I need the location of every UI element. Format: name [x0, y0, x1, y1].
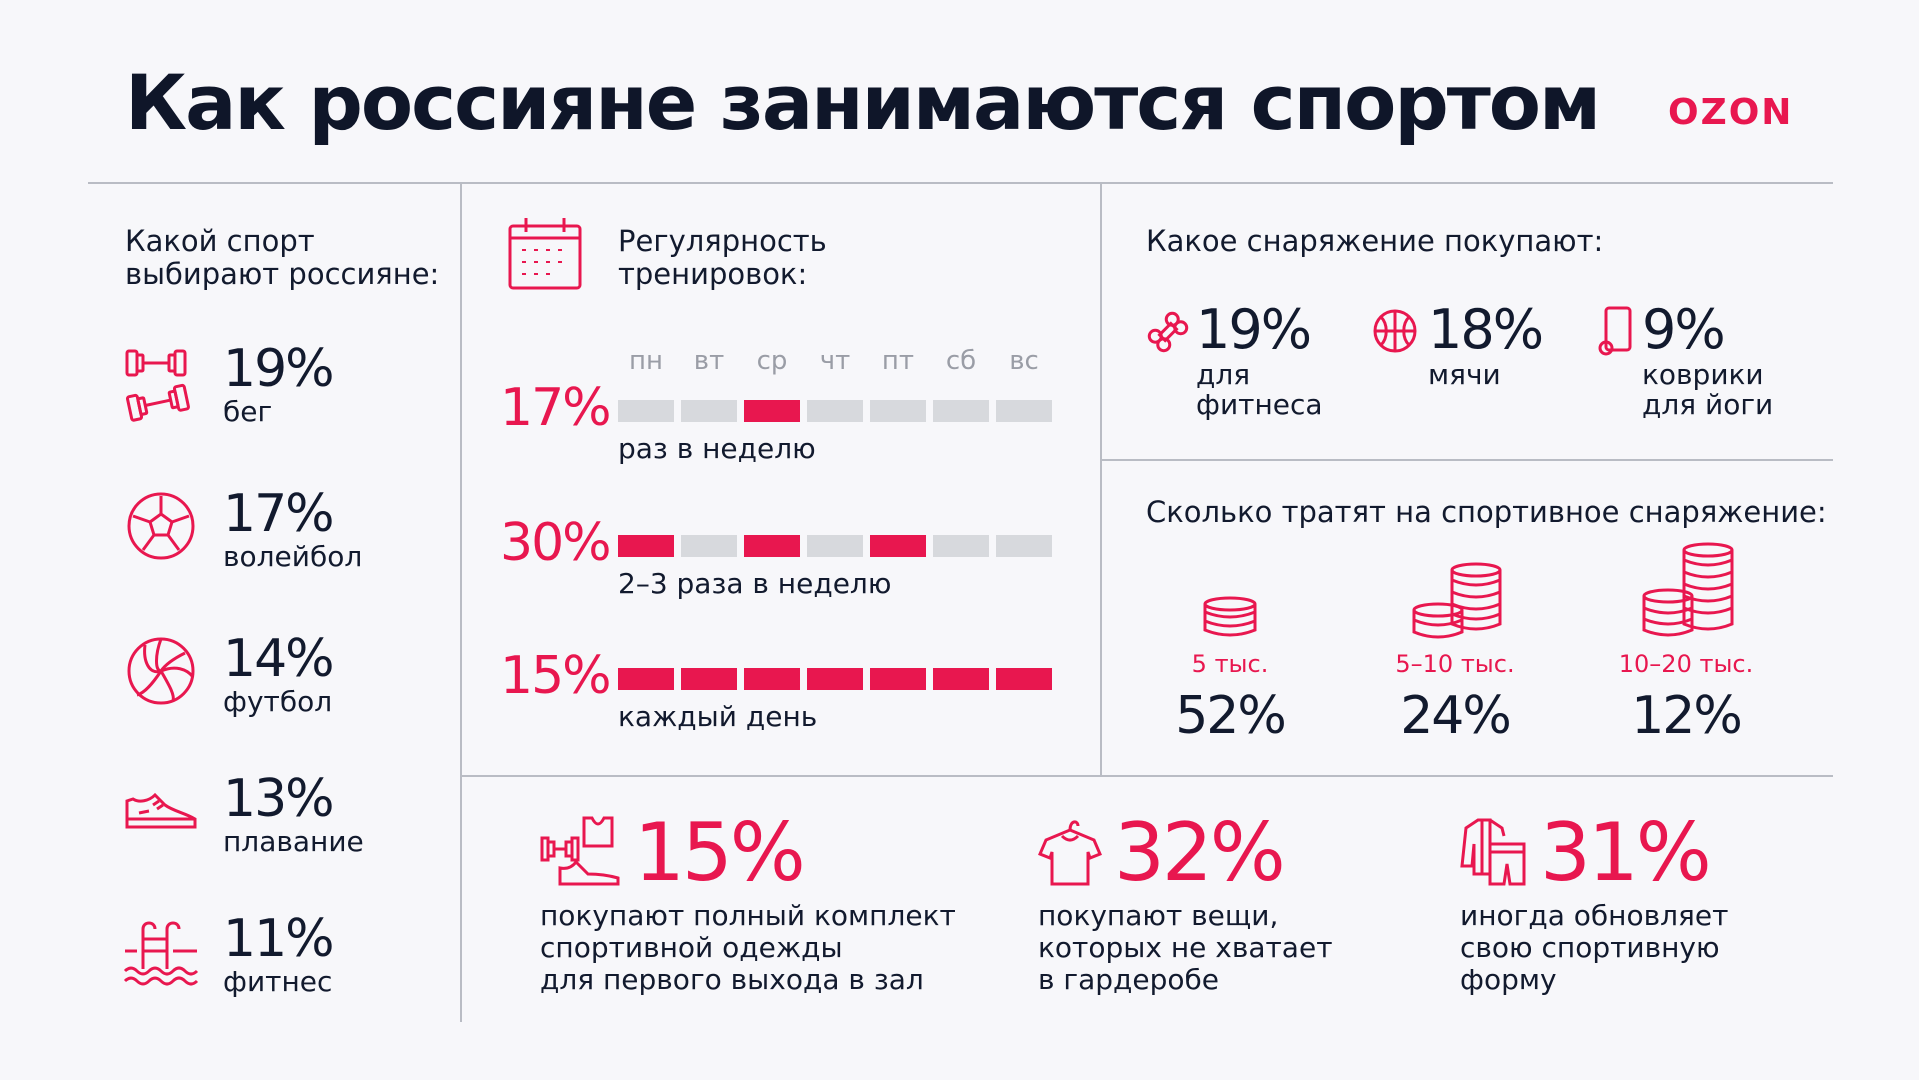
soccer-ball-icon [127, 492, 195, 560]
frequency-pct: 15% [500, 646, 612, 706]
day-cell-inactive [807, 535, 863, 557]
sport-pct: 11% [223, 909, 335, 969]
day-cell-active [744, 535, 800, 557]
day-cell-inactive [870, 400, 926, 422]
sport-pct: 19% [223, 339, 335, 399]
sport-pct: 14% [223, 629, 335, 689]
sport-label: футбол [223, 685, 333, 718]
spending-pct: 12% [1631, 686, 1743, 746]
sport-label: фитнес [223, 965, 333, 998]
weekday-label: пн [629, 346, 663, 376]
spending-amount: 5 тыс. [1191, 650, 1269, 678]
day-cell-active [933, 668, 989, 690]
yoga-mat-icon [1598, 306, 1632, 356]
volleyball-icon [127, 637, 195, 705]
regularity-heading: Регулярность тренировок: [618, 224, 827, 291]
sport-label: плавание [223, 825, 364, 858]
column-divider-right [1100, 182, 1102, 776]
sport-outfit-icon [540, 816, 620, 886]
day-cell-inactive [807, 400, 863, 422]
spending-amount: 10–20 тыс. [1618, 650, 1754, 678]
equipment-pct: 18% [1428, 298, 1544, 361]
frequency-label: каждый день [618, 700, 818, 733]
frequency-label: 2–3 раза в неделю [618, 567, 892, 600]
day-cell-active [744, 668, 800, 690]
frequency-pct: 30% [500, 513, 612, 573]
frequency-label: раз в неделю [618, 432, 816, 465]
day-cell-inactive [933, 400, 989, 422]
bottom-pct: 15% [634, 806, 806, 899]
sport-label: волейбол [223, 540, 363, 573]
day-cell-inactive [996, 400, 1052, 422]
equipment-label: мячи [1428, 358, 1501, 391]
day-cell-active [807, 668, 863, 690]
sport-item-football: 14% футбол [125, 629, 455, 735]
day-cell-active [996, 668, 1052, 690]
spending-heading: Сколько тратят на спортивное снаряжение: [1146, 495, 1827, 529]
equipment-label: коврики для йоги [1642, 358, 1774, 421]
spending-amount: 5–10 тыс. [1395, 650, 1515, 678]
bottom-label: иногда обновляет свою спортивную форму [1460, 899, 1729, 996]
pool-ladder-icon [123, 921, 199, 986]
sports-heading: Какой спорт выбирают россияне: [125, 224, 440, 291]
day-cell-active [744, 400, 800, 422]
day-cell-active [870, 668, 926, 690]
coin-stack-medium-icon [1412, 562, 1502, 639]
equipment-pct: 9% [1642, 298, 1726, 361]
weekday-label: пт [881, 346, 915, 376]
weekday-label: вс [1009, 346, 1039, 376]
frequency-pct: 17% [500, 378, 612, 438]
bottom-label: покупают полный комплект спортивной одеж… [540, 899, 956, 996]
day-cell-active [618, 535, 674, 557]
spending-pct: 52% [1175, 686, 1287, 746]
coin-stack-large-icon [1642, 542, 1734, 637]
dumbbell-icon [125, 349, 190, 422]
page-title: Как россияне занимаются спортом [125, 58, 1601, 147]
coin-stack-small-icon [1203, 596, 1257, 637]
ozon-logo: OZON [1668, 92, 1794, 133]
sport-item-volleyball: 17% волейбол [125, 484, 455, 590]
day-cell-inactive [681, 535, 737, 557]
weekday-label: вт [693, 346, 725, 376]
jacket-shorts-icon [1460, 818, 1526, 886]
sport-pct: 13% [223, 769, 335, 829]
sneaker-icon [125, 792, 197, 829]
header-divider [88, 182, 1833, 184]
day-cell-inactive [996, 535, 1052, 557]
equipment-divider [1100, 459, 1833, 461]
equipment-label: для фитнеса [1196, 358, 1323, 421]
sport-pct: 17% [223, 484, 335, 544]
day-cell-active [870, 535, 926, 557]
equipment-heading: Какое снаряжение покупают: [1146, 224, 1604, 258]
bottom-divider [460, 775, 1833, 777]
weekday-label: сб [945, 346, 977, 376]
day-cell-inactive [933, 535, 989, 557]
weekday-label: ср [756, 346, 788, 376]
weekday-label: чт [819, 346, 851, 376]
day-cell-inactive [618, 400, 674, 422]
sport-item-swimming: 13% плавание [125, 769, 455, 875]
day-cell-active [618, 668, 674, 690]
bottom-pct: 31% [1540, 806, 1712, 899]
basketball-icon [1373, 309, 1417, 353]
equipment-pct: 19% [1196, 298, 1312, 361]
bottom-pct: 32% [1114, 806, 1286, 899]
bone-dumbbell-icon [1147, 311, 1189, 353]
bottom-label: покупают вещи, которых не хватает в гард… [1038, 899, 1333, 996]
sport-label: бег [223, 395, 273, 428]
column-divider-left [460, 182, 462, 1022]
day-cell-active [681, 668, 737, 690]
calendar-icon [508, 218, 582, 290]
tshirt-hanger-icon [1038, 820, 1102, 886]
sport-item-running: 19% бег [125, 339, 455, 445]
sport-item-fitness: 11% фитнес [123, 909, 455, 1015]
day-cell-inactive [681, 400, 737, 422]
spending-pct: 24% [1400, 686, 1512, 746]
